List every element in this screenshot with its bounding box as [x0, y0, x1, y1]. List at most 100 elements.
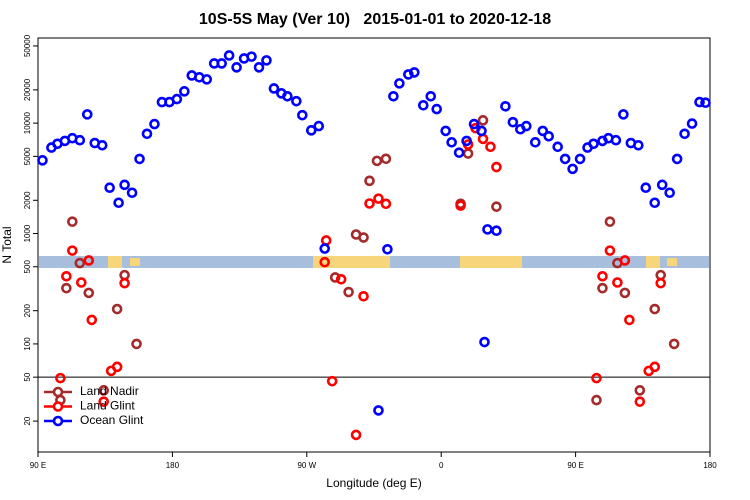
data-point: [425, 90, 437, 102]
data-point: [382, 243, 393, 255]
y-tick-label: 5000: [23, 147, 32, 165]
x-tick-label: 0: [439, 461, 444, 470]
data-point: [305, 125, 317, 136]
data-point: [313, 120, 325, 132]
data-point: [253, 62, 265, 73]
data-point: [619, 255, 631, 266]
data-point: [491, 225, 502, 237]
data-point: [131, 338, 142, 350]
y-tick-label: 20000: [23, 78, 32, 101]
data-point: [394, 78, 405, 89]
data-point: [358, 232, 369, 243]
data-point: [491, 161, 502, 173]
data-point: [656, 179, 668, 191]
data-point: [618, 109, 629, 120]
data-point: [201, 74, 213, 85]
data-point: [297, 109, 308, 121]
data-point: [468, 118, 480, 130]
data-point: [364, 175, 375, 187]
data-point: [329, 272, 341, 283]
data-point: [61, 282, 72, 294]
data-point: [552, 141, 563, 153]
data-point: [364, 198, 375, 209]
data-point: [612, 277, 623, 288]
data-point: [319, 243, 331, 254]
data-point: [431, 103, 443, 115]
data-point: [67, 245, 78, 256]
data-point: [216, 58, 227, 69]
data-point: [409, 67, 420, 78]
data-point: [479, 336, 490, 348]
data-point: [373, 405, 384, 416]
data-point: [485, 141, 496, 153]
data-point: [634, 396, 646, 407]
data-point: [74, 257, 86, 269]
data-point: [455, 200, 466, 211]
data-point: [291, 95, 302, 107]
y-tick-label: 500: [23, 260, 32, 274]
data-point: [604, 245, 616, 256]
data-point: [591, 372, 602, 384]
data-point: [529, 137, 541, 148]
data-point: [634, 385, 646, 396]
y-tick-label: 200: [23, 303, 32, 317]
data-point: [591, 394, 602, 406]
data-point: [67, 216, 78, 227]
chart-title: 10S-5S May (Ver 10) 2015-01-01 to 2020-1…: [199, 11, 551, 28]
data-point: [700, 97, 711, 109]
x-tick-label: 90 E: [567, 461, 583, 470]
data-point: [417, 99, 429, 111]
data-point: [81, 109, 93, 120]
data-point: [500, 100, 511, 112]
data-point: [86, 314, 98, 326]
data-point: [111, 303, 123, 315]
data-point: [597, 270, 608, 282]
data-point: [649, 361, 661, 373]
data-point: [477, 133, 489, 145]
data-point: [574, 153, 586, 165]
data-point: [440, 125, 451, 137]
data-point: [537, 125, 549, 137]
legend-marker: [52, 386, 64, 398]
data-point: [655, 277, 667, 289]
data-point: [649, 197, 661, 209]
y-tick-label: 10000: [23, 111, 32, 134]
x-axis-label: Longitude (deg E): [326, 476, 421, 490]
data-point: [326, 375, 338, 387]
legend-marker: [52, 401, 64, 412]
data-point: [319, 256, 331, 268]
data-point: [373, 193, 384, 204]
data-point: [686, 118, 698, 129]
data-point: [126, 187, 138, 199]
x-tick-label: 90 E: [30, 461, 46, 470]
data-point: [55, 372, 66, 384]
data-point: [335, 273, 347, 285]
data-point: [679, 128, 690, 140]
data-point: [453, 147, 465, 158]
data-point: [134, 153, 145, 165]
data-point: [104, 182, 115, 194]
data-point: [119, 277, 130, 289]
data-point: [380, 153, 392, 165]
y-tick-label: 100: [23, 337, 32, 351]
data-point: [521, 120, 532, 132]
data-point: [624, 314, 635, 326]
data-point: [462, 148, 474, 159]
y-tick-label: 2000: [23, 191, 32, 209]
data-point: [371, 155, 383, 167]
legend-label: Land Glint: [80, 399, 135, 413]
data-point: [179, 86, 190, 97]
data-point: [223, 50, 235, 61]
x-tick-label: 90 W: [297, 461, 316, 470]
data-point: [694, 96, 705, 108]
data-point: [83, 287, 95, 299]
data-point: [668, 338, 680, 350]
data-point: [610, 134, 622, 146]
data-point: [597, 282, 608, 294]
data-point: [491, 201, 502, 212]
data-point: [111, 361, 123, 373]
data-point: [358, 291, 369, 302]
data-point: [76, 277, 87, 288]
data-point: [649, 303, 661, 315]
